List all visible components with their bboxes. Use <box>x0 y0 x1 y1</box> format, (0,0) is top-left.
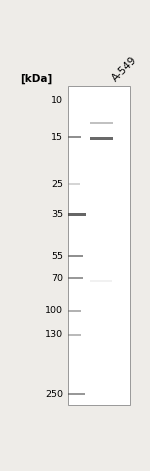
Bar <box>68 393 85 396</box>
Bar <box>68 183 80 185</box>
Text: 35: 35 <box>51 210 63 219</box>
Bar <box>90 280 112 282</box>
Bar <box>68 334 81 335</box>
Text: [kDa]: [kDa] <box>20 73 52 84</box>
Text: 100: 100 <box>45 306 63 315</box>
Text: 25: 25 <box>51 179 63 188</box>
Bar <box>68 255 83 257</box>
Text: 15: 15 <box>51 133 63 142</box>
Text: 250: 250 <box>45 390 63 399</box>
Bar <box>90 122 113 124</box>
Bar <box>90 138 113 140</box>
Bar <box>68 86 130 405</box>
Text: 70: 70 <box>51 274 63 283</box>
Bar <box>68 136 81 138</box>
Text: 55: 55 <box>51 252 63 260</box>
Bar <box>68 277 83 279</box>
Bar <box>68 213 86 216</box>
Text: 130: 130 <box>45 330 63 339</box>
Text: A-549: A-549 <box>110 55 139 84</box>
Text: 10: 10 <box>51 96 63 105</box>
Bar <box>68 310 81 311</box>
